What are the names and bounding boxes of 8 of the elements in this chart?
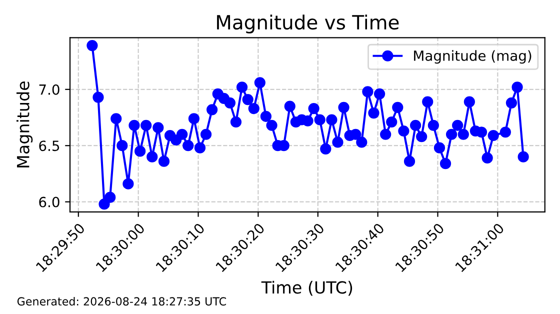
legend-label: Magnitude (mag) (414, 50, 532, 64)
y-axis-title: Magnitude (16, 82, 33, 168)
y-tick-label: 6.5 (39, 140, 60, 152)
chart-title: Magnitude vs Time (217, 14, 399, 34)
text: Generated: 2026-08-24 18:27:35 UTC (17, 296, 226, 306)
y-tick-label: 7.0 (39, 84, 60, 95)
y-tick-label: 6.0 (39, 196, 60, 208)
x-axis-title: Time (UTC) (261, 280, 352, 296)
